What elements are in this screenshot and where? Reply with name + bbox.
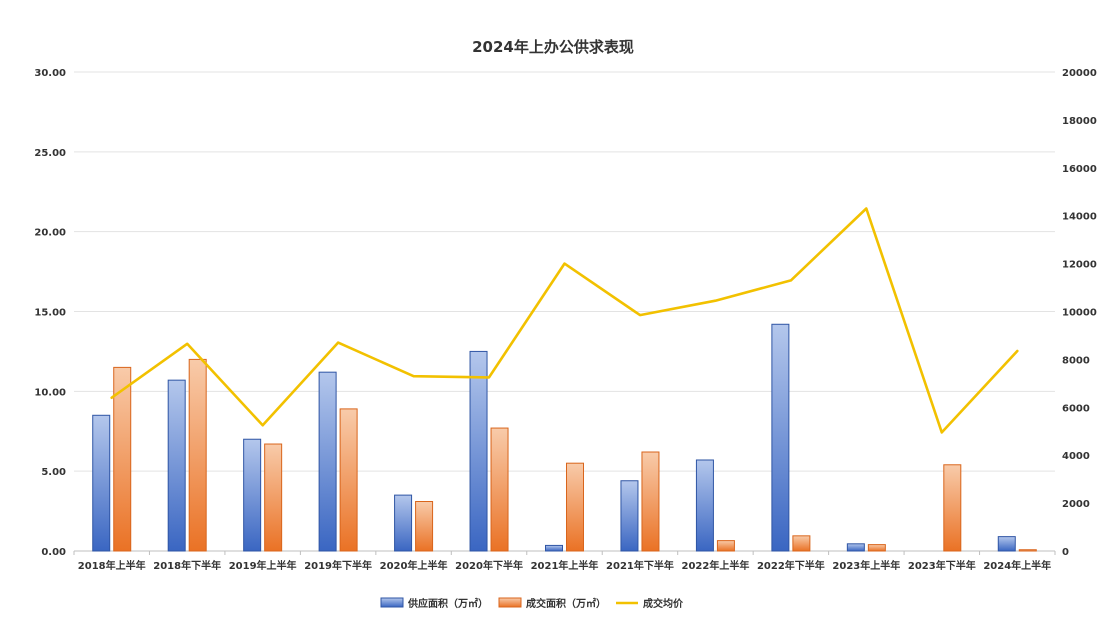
price-line — [110, 207, 1019, 434]
left-tick-label: 30.00 — [34, 68, 66, 79]
right-tick-label: 12000 — [1062, 260, 1097, 271]
supply-bar — [167, 379, 186, 552]
x-tick-label: 2022年下半年 — [757, 559, 825, 572]
deal-bar — [867, 544, 886, 552]
x-tick-label: 2022年上半年 — [682, 559, 750, 572]
legend-label: 成交均价 — [643, 597, 684, 610]
left-y-axis: 0.00 5.00 10.00 15.00 20.00 25.00 30.00 — [34, 68, 66, 558]
left-tick-label: 15.00 — [34, 308, 66, 319]
supply-bar — [318, 371, 337, 552]
supply-bar — [469, 350, 488, 552]
deal-bar — [943, 464, 962, 552]
left-tick-label: 5.00 — [41, 467, 66, 478]
right-tick-label: 6000 — [1062, 403, 1090, 414]
x-axis: 2018年上半年 2018年下半年 2019年上半年 2019年下半年 2020年上半年… — [73, 551, 1056, 572]
supply-bar — [243, 438, 262, 552]
x-tick-label: 2021年下半年 — [606, 559, 674, 572]
right-y-axis: 0 2000 4000 6000 8000 10000 12000 14000 16000 180… — [1062, 68, 1097, 558]
deal-bar — [415, 501, 434, 552]
x-tick-label: 2020年下半年 — [455, 559, 523, 572]
deal-bar — [113, 366, 132, 552]
x-tick-label: 2018年下半年 — [153, 559, 221, 572]
right-tick-label: 20000 — [1062, 68, 1097, 79]
supply-bar — [620, 480, 639, 552]
legend-label: 成交面积（万㎡） — [526, 597, 606, 610]
left-tick-label: 20.00 — [34, 228, 66, 239]
left-tick-label: 0.00 — [41, 547, 66, 558]
supply-bar — [846, 543, 865, 552]
deal-bar — [716, 540, 735, 552]
right-tick-label: 8000 — [1062, 355, 1090, 366]
price-line-path — [110, 207, 1019, 434]
x-tick-label: 2019年下半年 — [304, 559, 372, 572]
right-tick-label: 2000 — [1062, 499, 1090, 510]
left-tick-label: 10.00 — [34, 387, 66, 398]
x-tick-label: 2021年上半年 — [531, 559, 599, 572]
right-tick-label: 16000 — [1062, 164, 1097, 175]
chart-title: 2024年上办公供求表现 — [472, 38, 634, 56]
supply-bar — [771, 323, 790, 552]
supply-bar — [695, 459, 714, 552]
x-tick-label: 2023年下半年 — [908, 559, 976, 572]
supply-bar — [997, 536, 1016, 552]
deal-bar — [641, 451, 660, 552]
supply-bar — [545, 544, 563, 552]
x-tick-label: 2023年上半年 — [832, 559, 900, 572]
x-tick-label: 2019年上半年 — [229, 559, 297, 572]
legend-label: 供应面积（万㎡） — [407, 597, 488, 610]
left-tick-label: 25.00 — [34, 148, 66, 159]
deal-bar — [188, 358, 207, 552]
legend: 供应面积（万㎡） 成交面积（万㎡） 成交均价 — [380, 597, 684, 610]
deal-bar — [566, 462, 584, 552]
deal-bar — [490, 427, 509, 552]
deal-bar — [264, 443, 283, 552]
legend-swatch — [380, 597, 404, 608]
right-tick-label: 0 — [1062, 547, 1069, 558]
deal-bar — [792, 535, 811, 552]
legend-swatch — [498, 597, 522, 608]
right-tick-label: 4000 — [1062, 451, 1090, 462]
supply-bar — [394, 494, 413, 552]
deal-bar — [339, 408, 358, 552]
bars — [92, 323, 1037, 552]
deal-bar — [1018, 549, 1037, 552]
gridlines — [74, 71, 1055, 552]
x-tick-label: 2024年上半年 — [983, 559, 1051, 572]
supply-bar — [92, 414, 111, 552]
x-tick-label: 2020年上半年 — [380, 559, 448, 572]
right-tick-label: 18000 — [1062, 116, 1097, 127]
right-tick-label: 14000 — [1062, 212, 1097, 223]
x-tick-label: 2018年上半年 — [78, 559, 146, 572]
right-tick-label: 10000 — [1062, 308, 1097, 319]
